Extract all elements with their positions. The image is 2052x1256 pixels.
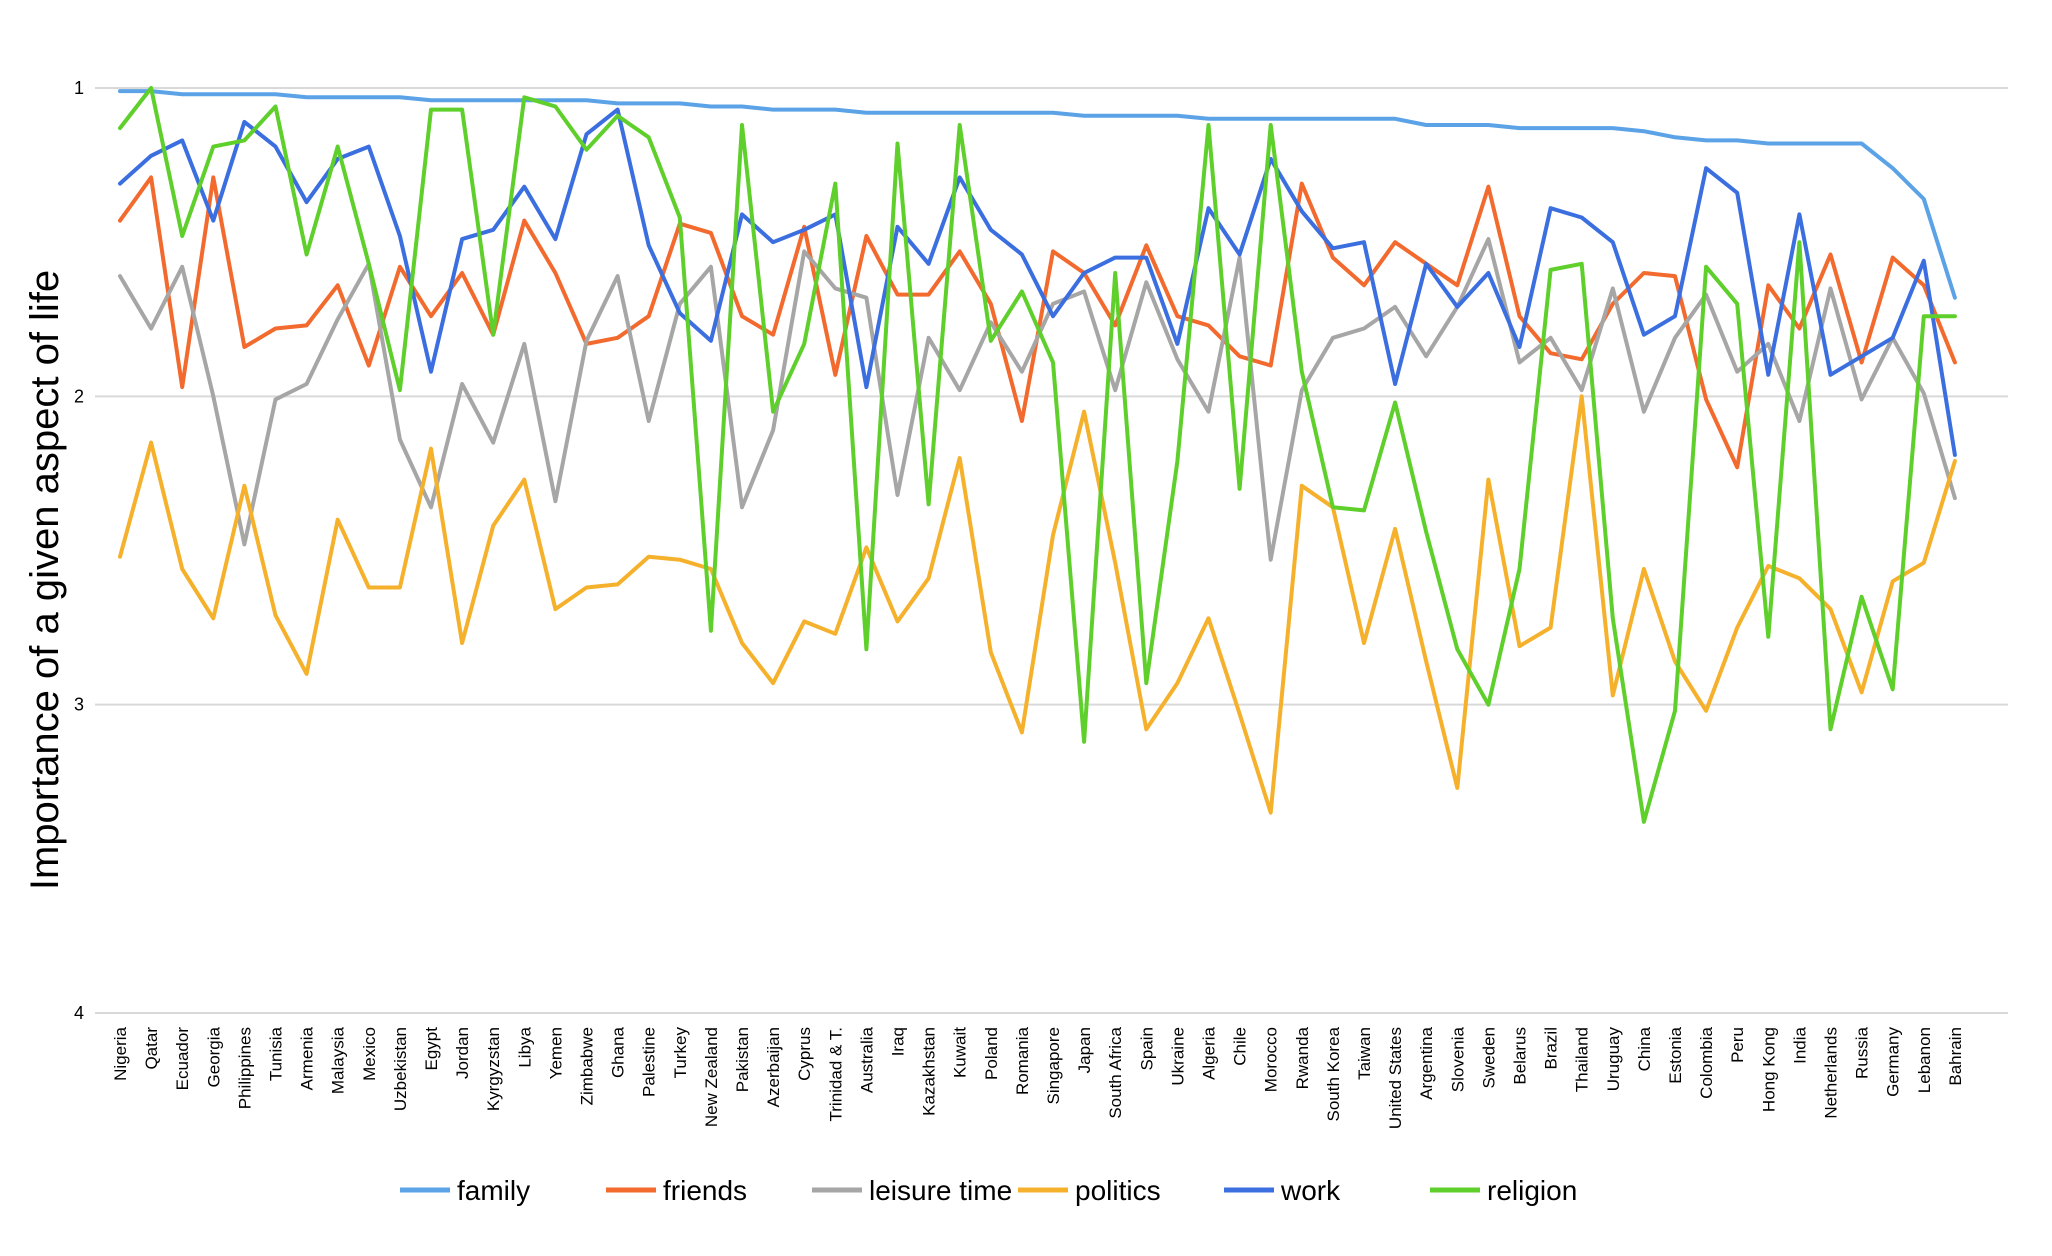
- x-tick-label: Brazil: [1542, 1027, 1561, 1070]
- x-tick-label: Uzbekistan: [391, 1027, 410, 1111]
- x-tick-label: South Africa: [1106, 1026, 1125, 1118]
- x-tick-label: Jordan: [453, 1027, 472, 1079]
- legend-label-friends: friends: [663, 1175, 747, 1206]
- x-tick-label: Georgia: [204, 1026, 223, 1087]
- x-tick-label: Philippines: [235, 1027, 254, 1109]
- x-tick-label: Singapore: [1044, 1027, 1063, 1105]
- x-tick-label: New Zealand: [702, 1027, 721, 1127]
- x-tick-label: Romania: [1013, 1026, 1032, 1095]
- x-tick-label: Australia: [857, 1026, 876, 1093]
- x-tick-label: Yemen: [546, 1027, 565, 1079]
- x-tick-label: Iraq: [889, 1027, 908, 1056]
- x-tick-label: Pakistan: [733, 1027, 752, 1092]
- x-tick-label: Uruguay: [1604, 1027, 1623, 1092]
- series-line-work: [118, 107, 1957, 457]
- x-tick-label: Argentina: [1417, 1026, 1436, 1099]
- x-tick-label: Ukraine: [1168, 1027, 1187, 1086]
- x-tick-label: Turkey: [671, 1027, 690, 1079]
- x-tick-label: Thailand: [1573, 1027, 1592, 1092]
- x-tick-label: Lebanon: [1915, 1027, 1934, 1093]
- series-line-leisure-time: [118, 237, 1957, 562]
- x-axis-ticks: Nigeria Qatar Ecuador Georgia Philippines Tun…: [111, 1026, 1965, 1129]
- legend-label-politics: politics: [1075, 1175, 1161, 1206]
- x-tick-label: United States: [1386, 1027, 1405, 1129]
- x-tick-label: Poland: [982, 1027, 1001, 1080]
- legend: family friends leisure time politics work rel…: [400, 1175, 1577, 1206]
- legend-label-family: family: [457, 1175, 530, 1206]
- legend-label-leisure-time: leisure time: [869, 1175, 1012, 1206]
- x-tick-label: Tunisia: [267, 1026, 286, 1081]
- y-tick-label: 3: [74, 695, 84, 715]
- x-tick-label: Kazakhstan: [920, 1027, 939, 1116]
- legend-label-work: work: [1280, 1175, 1341, 1206]
- y-tick-label: 2: [74, 386, 84, 406]
- series-line-religion: [118, 86, 1957, 824]
- y-tick-label: 4: [74, 1003, 84, 1023]
- series-line-family: [118, 89, 1957, 300]
- x-tick-label: Netherlands: [1822, 1027, 1841, 1119]
- x-tick-label: Slovenia: [1448, 1026, 1467, 1092]
- legend-label-religion: religion: [1487, 1175, 1577, 1206]
- x-tick-label: Morocco: [1262, 1027, 1281, 1092]
- x-tick-label: Ecuador: [173, 1027, 192, 1091]
- x-tick-label: Kuwait: [951, 1027, 970, 1078]
- x-tick-label: Chile: [1231, 1027, 1250, 1066]
- x-tick-label: Egypt: [422, 1027, 441, 1071]
- x-tick-label: Ghana: [609, 1026, 628, 1078]
- x-tick-label: Azerbaijan: [764, 1027, 783, 1107]
- series-lines: [118, 86, 1957, 824]
- x-tick-label: Qatar: [142, 1027, 161, 1070]
- y-axis-label: Importance of a given aspect of life: [23, 270, 67, 890]
- x-tick-label: Libya: [515, 1026, 534, 1067]
- x-tick-label: Peru: [1728, 1027, 1747, 1063]
- x-tick-label: India: [1790, 1026, 1809, 1063]
- x-tick-label: Russia: [1853, 1026, 1872, 1079]
- x-tick-label: Algeria: [1200, 1026, 1219, 1079]
- y-axis-ticks: 1 2 3 4: [74, 78, 84, 1023]
- x-tick-label: Cyprus: [795, 1027, 814, 1081]
- y-tick-label: 1: [74, 78, 84, 98]
- x-tick-label: Bahrain: [1946, 1027, 1965, 1086]
- x-tick-label: Zimbabwe: [578, 1027, 597, 1105]
- x-tick-label: Palestine: [640, 1027, 659, 1097]
- x-tick-label: Trinidad & T.: [826, 1027, 845, 1122]
- x-tick-label: Rwanda: [1293, 1026, 1312, 1089]
- x-tick-label: Germany: [1884, 1027, 1903, 1097]
- x-tick-label: Sweden: [1479, 1027, 1498, 1088]
- x-tick-label: Estonia: [1666, 1026, 1685, 1083]
- x-tick-label: Taiwan: [1355, 1027, 1374, 1080]
- x-tick-label: Belarus: [1511, 1027, 1530, 1085]
- x-tick-label: South Korea: [1324, 1026, 1343, 1121]
- series-line-politics: [118, 394, 1957, 815]
- x-tick-label: Nigeria: [111, 1026, 130, 1080]
- gridlines: [95, 87, 2008, 1014]
- x-tick-label: Spain: [1137, 1027, 1156, 1070]
- x-tick-label: Japan: [1075, 1027, 1094, 1073]
- x-tick-label: Hong Kong: [1759, 1027, 1778, 1112]
- x-tick-label: Malaysia: [329, 1026, 348, 1094]
- x-tick-label: Armenia: [298, 1026, 317, 1090]
- x-tick-label: Colombia: [1697, 1026, 1716, 1098]
- x-tick-label: Kyrgyzstan: [484, 1027, 503, 1111]
- x-tick-label: China: [1635, 1026, 1654, 1071]
- x-tick-label: Mexico: [360, 1027, 379, 1081]
